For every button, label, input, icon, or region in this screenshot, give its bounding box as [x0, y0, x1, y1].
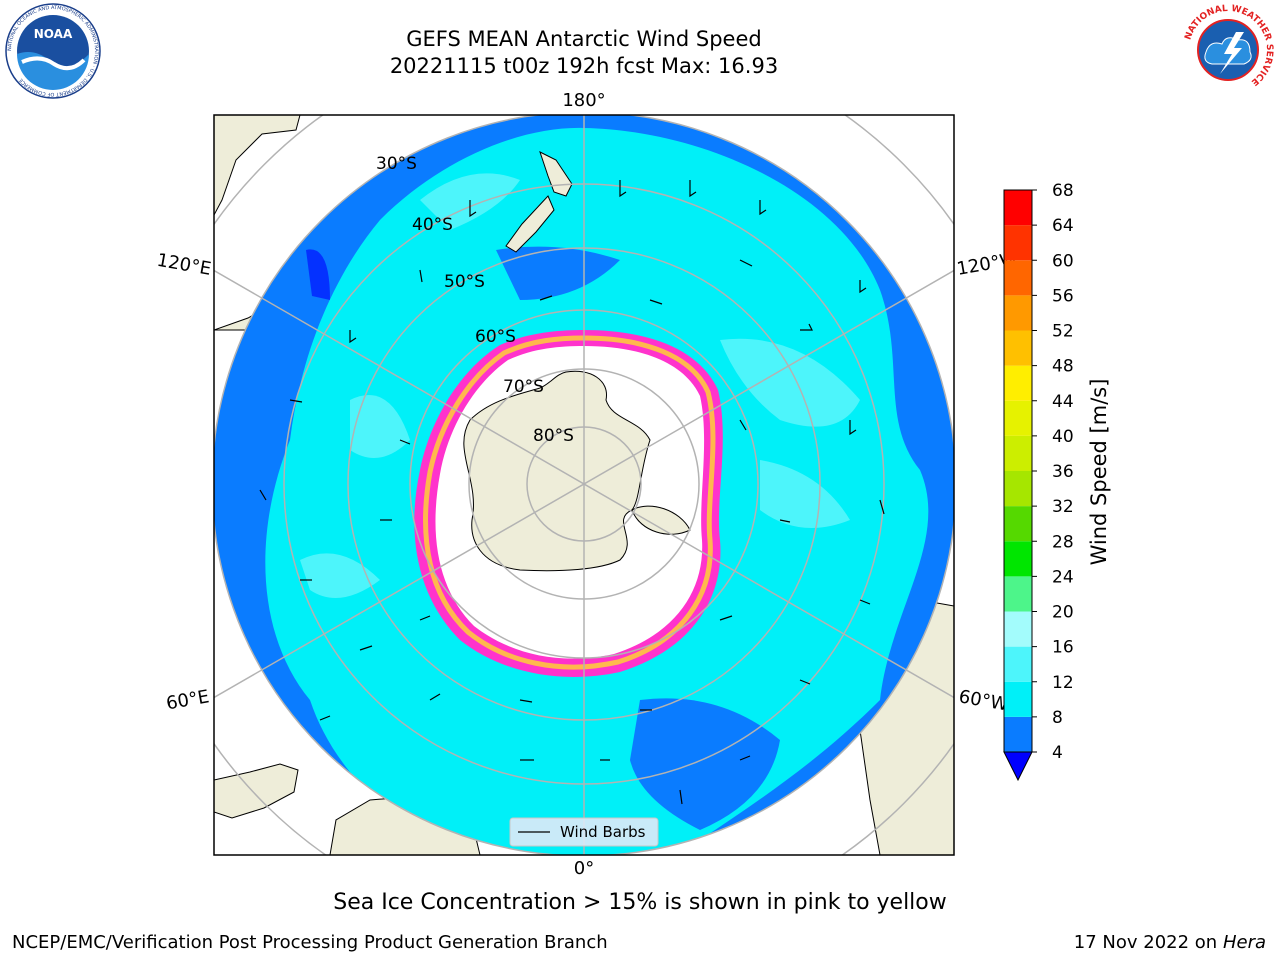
colorbar-segment [1004, 471, 1032, 507]
colorbar-segment [1004, 400, 1032, 436]
colorbar-tick-label: 48 [1052, 357, 1074, 377]
lon-label-top: 180° [562, 90, 605, 111]
lon-label-bottom: 0° [574, 858, 594, 879]
credit-host: Hera [1222, 932, 1266, 953]
colorbar-tick-label: 12 [1052, 673, 1074, 693]
colorbar-tick-label: 64 [1052, 216, 1074, 236]
noaa-logo-icon: NOAA NATIONAL OCEANIC AND ATMOSPHERIC AD… [5, 3, 101, 99]
lat-label-70s: 70°S [503, 377, 544, 397]
colorbar-segment [1004, 260, 1032, 296]
colorbar-segment [1004, 330, 1032, 366]
lat-label-80s: 80°S [533, 426, 574, 446]
map-title: GEFS MEAN Antarctic Wind Speed [406, 27, 762, 51]
legend-label: Wind Barbs [560, 823, 646, 841]
colorbar-tick-label: 32 [1052, 497, 1074, 517]
lon-label-lower-right: 60°W [957, 686, 1010, 715]
colorbar-tick-label: 36 [1052, 462, 1074, 482]
colorbar-tick-label: 20 [1052, 603, 1074, 623]
colorbar-segment [1004, 365, 1032, 401]
colorbar-tick-label: 8 [1052, 708, 1063, 728]
noaa-logo-text: NOAA [34, 27, 73, 41]
colorbar-tick-label: 40 [1052, 427, 1074, 447]
wind-barbs [259, 180, 885, 805]
antarctica-land [463, 370, 651, 572]
colorbar-label: Wind Speed [m/s] [1087, 379, 1111, 566]
wind-barbs-legend: Wind Barbs [509, 817, 659, 847]
colorbar-segment [1004, 295, 1032, 331]
nws-logo-icon: NATIONAL WEATHER SERVICE [1182, 4, 1274, 96]
credit-date: 17 Nov 2022 on Hera [1074, 932, 1266, 953]
colorbar-tick-label: 16 [1052, 638, 1074, 658]
credit-date-text: 17 Nov 2022 on [1073, 932, 1218, 953]
lat-label-60s: 60°S [475, 327, 516, 347]
colorbar-extend-min [1003, 751, 1033, 782]
map-subtitle: 20221115 t00z 192h fcst Max: 16.93 [389, 54, 779, 78]
colorbar-segment [1004, 716, 1032, 752]
colorbar-tick-label: 28 [1052, 532, 1074, 552]
lon-label-upper-left: 120°E [155, 250, 213, 280]
colorbar-segment [1004, 435, 1032, 471]
lat-label-50s: 50°S [444, 272, 485, 292]
colorbar-segment [1004, 190, 1032, 226]
colorbar-tick-label: 52 [1052, 322, 1074, 342]
lat-label-40s: 40°S [412, 215, 453, 235]
lat-label-30s: 30°S [376, 154, 417, 174]
colorbar-segment [1004, 225, 1032, 261]
colorbar-segment [1004, 611, 1032, 647]
colorbar-segment [1004, 681, 1032, 717]
colorbar-tick-label: 68 [1052, 181, 1074, 201]
colorbar-tick-label: 44 [1052, 392, 1074, 412]
colorbar-segment [1004, 541, 1032, 577]
lon-label-lower-left: 60°E [165, 686, 211, 714]
caption: Sea Ice Concentration > 15% is shown in … [333, 890, 947, 915]
colorbar-segment [1004, 506, 1032, 542]
colorbar-segment [1004, 576, 1032, 612]
credit-branch: NCEP/EMC/Verification Post Processing Pr… [12, 932, 608, 953]
map-frame [213, 114, 955, 856]
colorbar-segment [1004, 646, 1032, 682]
colorbar-tick-label: 4 [1052, 743, 1063, 763]
colorbar-tick-label: 24 [1052, 567, 1074, 587]
colorbar-tick-label: 60 [1052, 251, 1074, 271]
colorbar-tick-label: 56 [1052, 286, 1074, 306]
